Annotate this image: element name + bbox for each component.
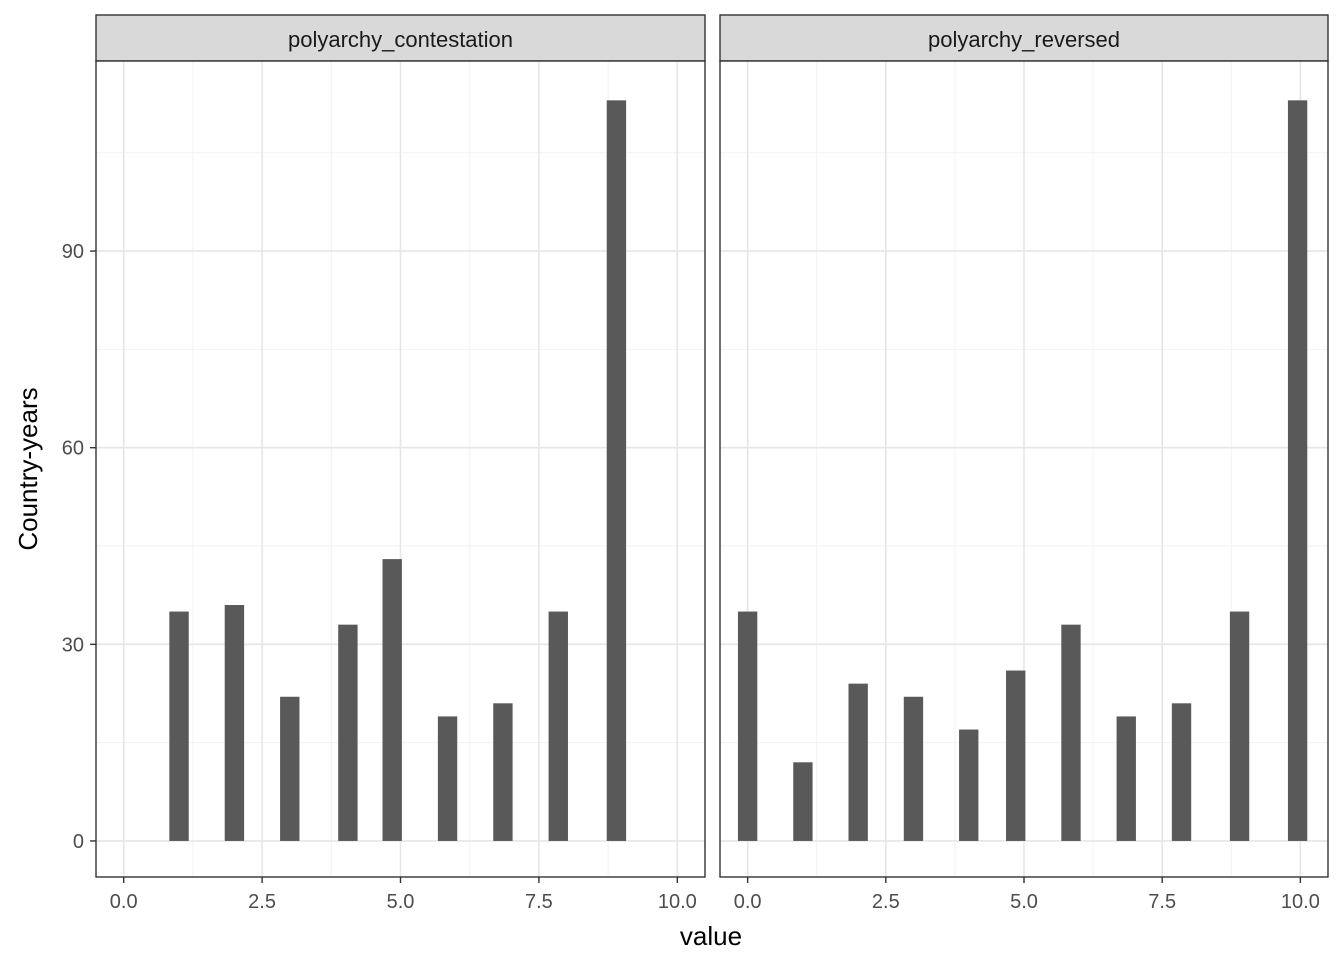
bar (1116, 716, 1136, 841)
y-tick-label: 60 (62, 438, 84, 460)
strip-title-contestation: polyarchy_contestation (288, 27, 513, 52)
x-tick-label: 10.0 (1281, 891, 1320, 913)
bar (437, 716, 458, 841)
bar (548, 611, 568, 841)
y-tick-label: 90 (62, 241, 84, 263)
x-axis-contestation: 0.0 2.5 5.0 7.5 10.0 (110, 877, 697, 913)
bar (1061, 624, 1081, 841)
x-tick-label: 5.0 (1010, 891, 1038, 913)
y-tick-label: 30 (62, 634, 84, 656)
x-tick-label: 7.5 (1148, 891, 1176, 913)
bar (737, 611, 758, 841)
bar (848, 683, 868, 841)
y-axis-title: Country-years (13, 387, 43, 550)
strip-title-reversed: polyarchy_reversed (928, 27, 1120, 52)
bars-reversed (737, 100, 1308, 841)
bar (1171, 703, 1192, 841)
bar (338, 624, 358, 841)
x-tick-label: 2.5 (248, 891, 276, 913)
bar (606, 100, 627, 841)
x-tick-label: 2.5 (872, 891, 900, 913)
x-tick-label: 7.5 (525, 891, 553, 913)
bar (493, 703, 513, 841)
bar (280, 696, 300, 841)
bar (169, 611, 189, 841)
grid-contestation (96, 61, 705, 877)
y-tick-label: 0 (73, 831, 84, 853)
x-axis-reversed: 0.0 2.5 5.0 7.5 10.0 (734, 877, 1320, 913)
bars-contestation (169, 100, 627, 841)
panel-contestation: polyarchy_contestation (95, 14, 706, 878)
bar (793, 762, 813, 841)
x-tick-label: 0.0 (110, 891, 138, 913)
bar (1006, 670, 1026, 841)
bar (959, 729, 979, 841)
y-axis: 0 30 60 90 (62, 241, 96, 853)
x-tick-label: 10.0 (658, 891, 697, 913)
bar (1287, 100, 1308, 841)
x-tick-label: 5.0 (387, 891, 415, 913)
bar (224, 605, 245, 841)
x-axis-title: value (680, 921, 742, 951)
strip-contestation (95, 14, 706, 62)
panel-reversed: polyarchy_reversed (719, 14, 1329, 878)
bar (382, 559, 402, 841)
bar (1229, 611, 1250, 841)
x-tick-label: 0.0 (734, 891, 762, 913)
bar (903, 696, 924, 841)
